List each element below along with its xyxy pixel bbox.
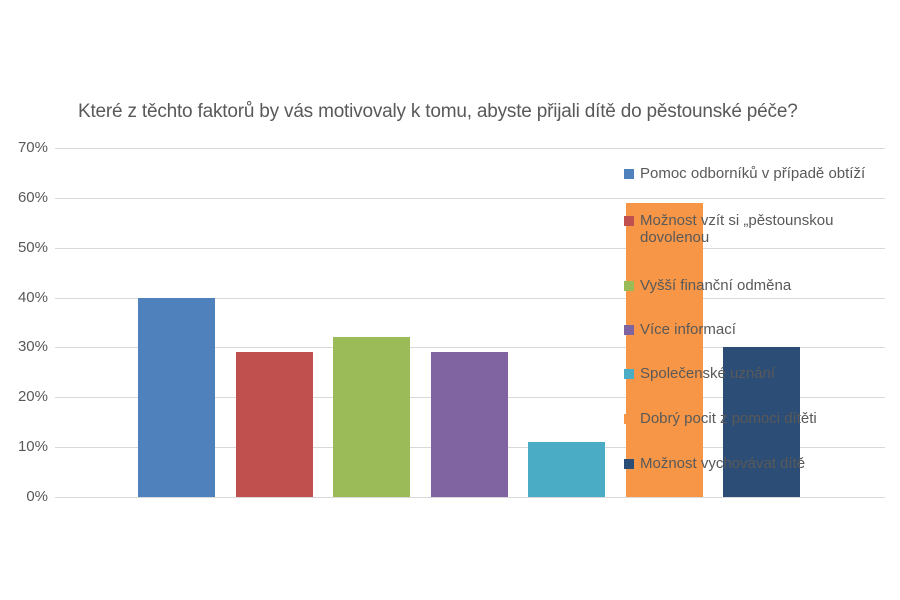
legend-item: Dobrý pocit z pomoci dítěti xyxy=(624,410,880,427)
gridline xyxy=(55,497,885,498)
y-tick-label: 20% xyxy=(17,388,48,406)
legend-item: Možnost vzít si „pěstounskou dovolenou xyxy=(624,212,865,246)
gridline xyxy=(55,197,885,199)
bar-6 xyxy=(625,202,703,497)
legend-label: Dobrý pocit z pomoci dítěti xyxy=(640,410,817,427)
gridline xyxy=(55,148,885,149)
bar-5 xyxy=(528,442,605,497)
chart-title: Které z těchto faktorů by vás motivovaly… xyxy=(78,101,798,122)
legend-item: Možnost vychovávat dítě xyxy=(624,455,880,472)
legend-swatch-icon xyxy=(624,216,634,226)
bar-4 xyxy=(430,352,508,497)
legend-item: Více informací xyxy=(624,321,880,338)
gridline xyxy=(55,347,885,349)
legend-item: Pomoc odborníků v případě obtíží xyxy=(624,165,880,182)
y-tick-label: 50% xyxy=(17,238,48,256)
bar-2 xyxy=(235,352,313,497)
legend-swatch-icon xyxy=(624,169,634,179)
gridline xyxy=(55,297,885,299)
legend-item: Vyšší finanční odměna xyxy=(624,277,880,294)
y-tick-label: 40% xyxy=(17,288,48,306)
legend-label: Více informací xyxy=(640,321,736,338)
plot-area xyxy=(55,148,885,498)
legend-swatch-icon xyxy=(624,325,634,335)
legend-swatch-icon xyxy=(624,369,634,379)
bar-1 xyxy=(138,297,215,497)
y-tick-label: 10% xyxy=(17,438,48,456)
y-tick-label: 0% xyxy=(26,488,48,505)
legend-swatch-icon xyxy=(624,281,634,291)
bar-7 xyxy=(723,347,800,497)
legend-swatch-icon xyxy=(624,414,634,424)
y-tick-label: 30% xyxy=(17,338,48,356)
legend-label: Společenské uznání xyxy=(640,365,776,382)
legend-label: Vyšší finanční odměna xyxy=(640,277,792,294)
legend-label: Možnost vychovávat dítě xyxy=(640,455,806,472)
y-tick-label: 60% xyxy=(17,188,48,206)
gridline xyxy=(55,247,885,249)
legend-label: Pomoc odborníků v případě obtíží xyxy=(640,165,866,182)
bar-3 xyxy=(333,337,410,497)
legend-item: Společenské uznání xyxy=(624,365,880,382)
y-tick-label: 70% xyxy=(17,139,48,156)
legend-swatch-icon xyxy=(624,459,634,469)
legend-label: Možnost vzít si „pěstounskou dovolenou xyxy=(640,212,834,246)
